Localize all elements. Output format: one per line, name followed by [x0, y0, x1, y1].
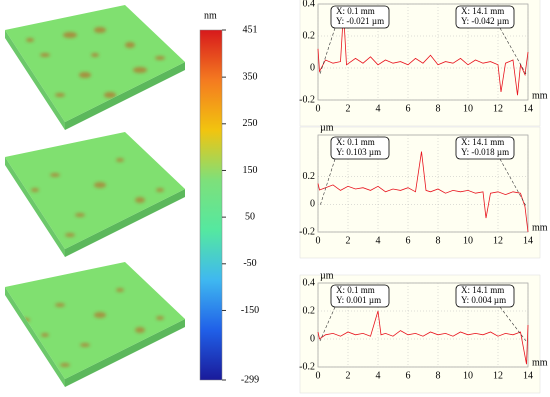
annotation-box — [330, 284, 390, 308]
x-tick-label: 12 — [493, 370, 503, 381]
x-axis-label: mm — [532, 90, 548, 101]
x-tick-label: 10 — [463, 370, 473, 381]
x-tick-label: 10 — [463, 103, 473, 114]
x-tick-label: 2 — [346, 103, 351, 114]
y-tick-label: 0.2 — [303, 171, 316, 182]
annotation-text: Y: -0.042 µm — [461, 16, 509, 26]
colorbar-tick-label: -150 — [241, 305, 259, 316]
x-tick-label: 0 — [316, 370, 321, 381]
colorbar-tick-label: 350 — [243, 71, 258, 82]
colorbar-tick-label: 150 — [243, 165, 258, 176]
profile-line — [317, 310, 529, 365]
annotation-text: X: 0.1 mm — [336, 285, 375, 295]
annotation-leader — [319, 158, 336, 207]
annotation-text: Y: 0.004 µm — [461, 295, 506, 305]
surface-2 — [5, 132, 185, 257]
x-tick-label: 0 — [316, 235, 321, 246]
y-tick-label: -0.2 — [299, 94, 315, 105]
colorbar-tick-label: -299 — [241, 374, 259, 385]
annotation: X: 14.1 mmY: -0.018 µm — [455, 136, 527, 207]
colorbar-tick-label: -50 — [243, 258, 256, 269]
annotation: X: 0.1 mmY: -0.021 µm — [319, 5, 390, 75]
y-tick-label: 0.4 — [303, 0, 316, 9]
y-tick-label: 0 — [310, 62, 315, 73]
x-tick-label: 8 — [436, 235, 441, 246]
annotation-leader — [499, 306, 527, 342]
annotation: X: 14.1 mmY: 0.004 µm — [455, 284, 527, 342]
x-axis-label: mm — [532, 222, 548, 233]
x-tick-label: 6 — [406, 235, 411, 246]
x-tick-label: 12 — [493, 103, 503, 114]
annotation-text: Y: -0.018 µm — [461, 147, 509, 157]
y-axis-label: µm — [320, 122, 334, 133]
annotation-box — [455, 284, 515, 308]
annotation: X: 0.1 mmY: 0.103 µm — [319, 136, 390, 207]
surfaces — [5, 5, 185, 387]
annotation-leader — [319, 27, 336, 75]
x-tick-label: 14 — [523, 235, 533, 246]
y-tick-label: 0.4 — [303, 277, 316, 288]
x-tick-label: 14 — [523, 103, 533, 114]
annotation: X: 14.1 mmY: -0.042 µm — [455, 5, 527, 75]
annotation-text: Y: 0.001 µm — [336, 295, 381, 305]
profile-line — [317, 11, 529, 96]
annotation-box — [330, 136, 390, 160]
annotation-text: X: 0.1 mm — [336, 137, 375, 147]
colorbar-unit: nm — [204, 10, 217, 21]
x-tick-label: 8 — [436, 103, 441, 114]
annotation-text: X: 14.1 mm — [461, 285, 504, 295]
y-tick-label: 0 — [310, 333, 315, 344]
annotation-text: X: 14.1 mm — [461, 137, 504, 147]
colorbar-tick-label: 451 — [243, 24, 258, 35]
surface-1 — [5, 5, 185, 130]
annotation-box — [455, 5, 515, 29]
annotation-box — [330, 5, 390, 29]
x-tick-label: 14 — [523, 370, 533, 381]
profile-line — [317, 151, 529, 233]
y-tick-label: 0 — [310, 199, 315, 210]
y-tick-label: 0.2 — [303, 305, 316, 316]
y-tick-label: 0.2 — [303, 30, 316, 41]
x-axis-label: mm — [532, 357, 548, 368]
x-tick-label: 2 — [346, 370, 351, 381]
x-tick-label: 2 — [346, 235, 351, 246]
annotation-text: X: 0.1 mm — [336, 6, 375, 16]
annotation-leader — [499, 158, 527, 207]
x-tick-label: 4 — [376, 235, 381, 246]
surface-3 — [5, 262, 185, 387]
annotation-box — [455, 136, 515, 160]
x-tick-label: 12 — [493, 235, 503, 246]
colorbar-tick-label: 250 — [243, 118, 258, 129]
x-tick-label: 10 — [463, 235, 473, 246]
annotation-text: X: 14.1 mm — [461, 6, 504, 16]
x-tick-label: 4 — [376, 370, 381, 381]
colorbar-tick-label: 50 — [245, 211, 255, 222]
colorbar — [199, 29, 223, 381]
annotation-leader — [319, 306, 336, 342]
y-axis-label: µm — [320, 270, 334, 281]
x-tick-label: 6 — [406, 103, 411, 114]
x-tick-label: 0 — [316, 103, 321, 114]
x-tick-label: 8 — [436, 370, 441, 381]
annotation-text: Y: 0.103 µm — [336, 147, 381, 157]
annotation: X: 0.1 mmY: 0.001 µm — [319, 284, 390, 342]
x-tick-label: 6 — [406, 370, 411, 381]
annotation-text: Y: -0.021 µm — [336, 16, 384, 26]
x-tick-label: 4 — [376, 103, 381, 114]
y-tick-label: -0.2 — [299, 361, 315, 372]
y-tick-label: -0.2 — [299, 226, 315, 237]
annotation-leader — [499, 27, 527, 75]
